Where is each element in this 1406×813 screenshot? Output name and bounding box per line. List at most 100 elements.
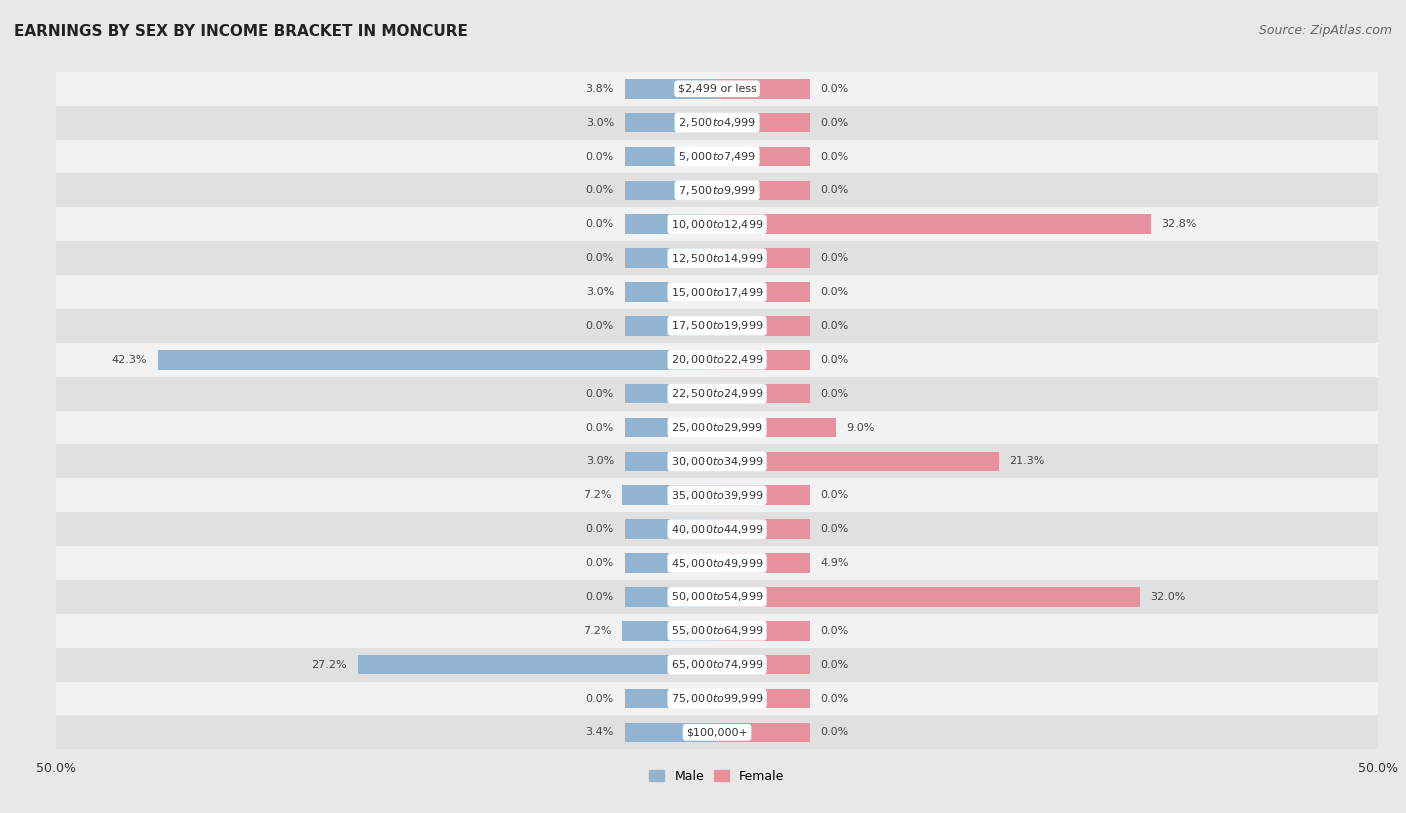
Text: 32.8%: 32.8% — [1161, 220, 1197, 229]
Text: 0.0%: 0.0% — [820, 84, 848, 93]
Text: 9.0%: 9.0% — [846, 423, 875, 433]
Text: $10,000 to $12,499: $10,000 to $12,499 — [671, 218, 763, 231]
Text: 0.0%: 0.0% — [820, 659, 848, 670]
Text: $12,500 to $14,999: $12,500 to $14,999 — [671, 252, 763, 264]
Text: $2,500 to $4,999: $2,500 to $4,999 — [678, 116, 756, 129]
Bar — [56, 478, 1378, 512]
Bar — [56, 72, 1378, 106]
Text: $5,000 to $7,499: $5,000 to $7,499 — [678, 150, 756, 163]
Bar — [717, 418, 837, 437]
Bar — [357, 654, 717, 675]
Bar — [624, 215, 717, 234]
Text: 21.3%: 21.3% — [1010, 456, 1045, 467]
Text: 0.0%: 0.0% — [820, 354, 848, 365]
Text: $15,000 to $17,499: $15,000 to $17,499 — [671, 285, 763, 298]
Text: 7.2%: 7.2% — [583, 490, 612, 500]
Text: 0.0%: 0.0% — [820, 626, 848, 636]
Bar — [624, 587, 717, 606]
Text: 0.0%: 0.0% — [586, 253, 614, 263]
Legend: Male, Female: Male, Female — [644, 765, 790, 788]
Bar — [56, 140, 1378, 173]
Bar — [717, 282, 810, 302]
Text: $100,000+: $100,000+ — [686, 728, 748, 737]
Text: 0.0%: 0.0% — [820, 524, 848, 534]
Bar — [624, 146, 717, 167]
Bar — [717, 79, 810, 98]
Text: 0.0%: 0.0% — [820, 253, 848, 263]
Text: $7,500 to $9,999: $7,500 to $9,999 — [678, 184, 756, 197]
Bar — [56, 173, 1378, 207]
Text: 0.0%: 0.0% — [820, 389, 848, 398]
Bar — [624, 248, 717, 268]
Bar — [624, 180, 717, 200]
Text: 3.4%: 3.4% — [585, 728, 614, 737]
Text: $55,000 to $64,999: $55,000 to $64,999 — [671, 624, 763, 637]
Bar — [717, 146, 810, 167]
Bar — [56, 275, 1378, 309]
Bar — [717, 350, 810, 370]
Text: 0.0%: 0.0% — [586, 321, 614, 331]
Text: 0.0%: 0.0% — [820, 287, 848, 297]
Text: 0.0%: 0.0% — [820, 693, 848, 703]
Text: 0.0%: 0.0% — [586, 693, 614, 703]
Bar — [717, 113, 810, 133]
Text: $50,000 to $54,999: $50,000 to $54,999 — [671, 590, 763, 603]
Text: 27.2%: 27.2% — [311, 659, 347, 670]
Bar — [624, 723, 717, 742]
Text: $25,000 to $29,999: $25,000 to $29,999 — [671, 421, 763, 434]
Text: $40,000 to $44,999: $40,000 to $44,999 — [671, 523, 763, 536]
Bar — [624, 520, 717, 539]
Bar — [624, 451, 717, 472]
Text: $75,000 to $99,999: $75,000 to $99,999 — [671, 692, 763, 705]
Bar — [717, 180, 810, 200]
Bar — [621, 485, 717, 505]
Text: $35,000 to $39,999: $35,000 to $39,999 — [671, 489, 763, 502]
Text: EARNINGS BY SEX BY INCOME BRACKET IN MONCURE: EARNINGS BY SEX BY INCOME BRACKET IN MON… — [14, 24, 468, 39]
Text: $22,500 to $24,999: $22,500 to $24,999 — [671, 387, 763, 400]
Bar — [717, 654, 810, 675]
Bar — [56, 445, 1378, 478]
Text: 3.0%: 3.0% — [586, 456, 614, 467]
Bar — [624, 79, 717, 98]
Bar — [624, 316, 717, 336]
Bar — [56, 309, 1378, 343]
Bar — [56, 546, 1378, 580]
Bar — [56, 106, 1378, 140]
Bar — [624, 282, 717, 302]
Text: 4.9%: 4.9% — [820, 558, 849, 568]
Bar — [717, 553, 810, 573]
Text: 0.0%: 0.0% — [586, 389, 614, 398]
Text: $17,500 to $19,999: $17,500 to $19,999 — [671, 320, 763, 333]
Bar — [717, 621, 810, 641]
Bar — [56, 411, 1378, 445]
Text: 42.3%: 42.3% — [112, 354, 148, 365]
Bar — [56, 512, 1378, 546]
Bar — [621, 621, 717, 641]
Text: 32.0%: 32.0% — [1150, 592, 1185, 602]
Bar — [624, 553, 717, 573]
Bar — [56, 580, 1378, 614]
Bar — [717, 689, 810, 708]
Text: 0.0%: 0.0% — [820, 118, 848, 128]
Bar — [717, 316, 810, 336]
Text: $65,000 to $74,999: $65,000 to $74,999 — [671, 659, 763, 671]
Bar — [56, 376, 1378, 411]
Text: 3.0%: 3.0% — [586, 287, 614, 297]
Text: Source: ZipAtlas.com: Source: ZipAtlas.com — [1258, 24, 1392, 37]
Bar — [717, 723, 810, 742]
Text: 0.0%: 0.0% — [820, 151, 848, 162]
Text: $30,000 to $34,999: $30,000 to $34,999 — [671, 455, 763, 467]
Bar — [157, 350, 717, 370]
Text: 3.0%: 3.0% — [586, 118, 614, 128]
Text: $20,000 to $22,499: $20,000 to $22,499 — [671, 354, 763, 366]
Text: 0.0%: 0.0% — [820, 321, 848, 331]
Bar — [56, 715, 1378, 750]
Bar — [624, 418, 717, 437]
Text: 0.0%: 0.0% — [586, 185, 614, 195]
Text: 0.0%: 0.0% — [586, 423, 614, 433]
Bar — [56, 207, 1378, 241]
Bar — [717, 384, 810, 403]
Text: 0.0%: 0.0% — [820, 490, 848, 500]
Bar — [717, 248, 810, 268]
Bar — [56, 681, 1378, 715]
